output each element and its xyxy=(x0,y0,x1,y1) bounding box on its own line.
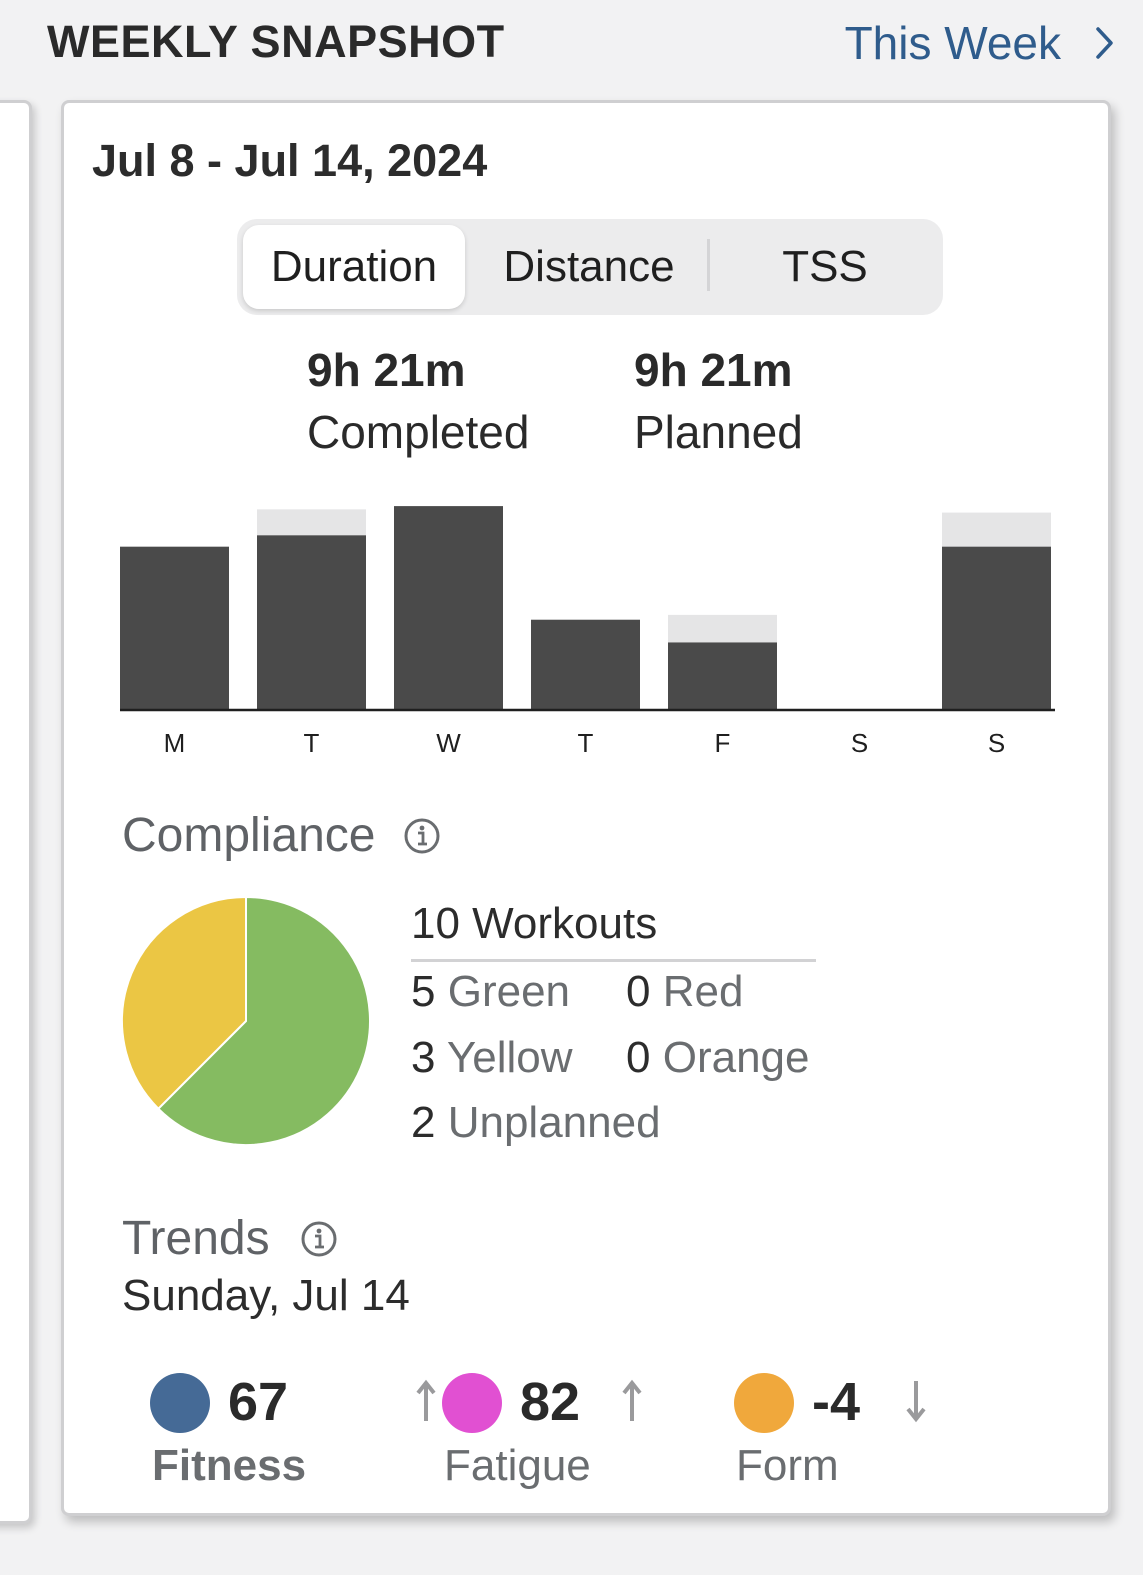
day-tick-label: S xyxy=(851,728,868,758)
arrow-up-icon xyxy=(416,1379,436,1421)
fitness-label: Fitness xyxy=(152,1441,307,1490)
workouts-total: 10 Workouts xyxy=(411,899,816,962)
chevron-right-icon xyxy=(1096,27,1113,59)
fatigue-dot xyxy=(442,1373,502,1433)
fitness-dot xyxy=(150,1373,210,1433)
fatigue-value: 82 xyxy=(520,1372,581,1432)
this-week-label: This Week xyxy=(844,17,1061,69)
completed-bar[interactable] xyxy=(257,535,366,709)
trend-date: Sunday, Jul 14 xyxy=(122,1271,410,1320)
previous-week-card[interactable] xyxy=(0,100,32,1524)
day-tick-label: M xyxy=(164,728,186,758)
arrow-down-icon xyxy=(906,1381,926,1423)
day-tick-label: T xyxy=(304,728,320,758)
completed-value: 9h 21m xyxy=(307,344,466,396)
metric-segmented-control: Duration Distance TSS xyxy=(237,219,943,315)
day-tick-label: W xyxy=(436,728,461,758)
red-count: 0 Red xyxy=(626,967,744,1016)
day-tick-label: F xyxy=(715,728,731,758)
planned-value: 9h 21m xyxy=(634,344,793,396)
arrow-up-icon xyxy=(622,1379,642,1421)
segment-duration[interactable]: Duration xyxy=(243,225,465,309)
segment-tss[interactable]: TSS xyxy=(782,242,868,291)
info-icon[interactable] xyxy=(403,817,441,855)
compliance-pie-chart xyxy=(121,895,371,1146)
completed-stat: 9h 21m Completed xyxy=(307,343,529,459)
header: WEEKLY SNAPSHOT This Week xyxy=(0,0,1143,90)
pie-slice-green xyxy=(156,895,371,1146)
this-week-link[interactable]: This Week xyxy=(845,16,1115,70)
unplanned-count: 2 Unplanned xyxy=(411,1098,661,1147)
form-dot xyxy=(734,1373,794,1433)
orange-count: 0 Orange xyxy=(626,1033,810,1082)
day-tick-label: T xyxy=(578,728,594,758)
completed-bar[interactable] xyxy=(942,546,1051,709)
fitness-value: 67 xyxy=(228,1372,289,1432)
yellow-count: 3 Yellow xyxy=(411,1033,573,1082)
planned-stat: 9h 21m Planned xyxy=(634,343,803,459)
segment-distance[interactable]: Distance xyxy=(503,242,675,291)
form-value: -4 xyxy=(812,1372,861,1432)
form-label: Form xyxy=(736,1441,839,1490)
compliance-heading: Compliance xyxy=(122,808,441,863)
info-icon[interactable] xyxy=(300,1220,338,1258)
completed-bar[interactable] xyxy=(531,619,640,709)
completed-bar[interactable] xyxy=(120,546,229,709)
fatigue-label: Fatigue xyxy=(444,1441,591,1490)
segment-divider xyxy=(707,239,710,291)
compliance-title: Compliance xyxy=(122,809,376,862)
planned-label: Planned xyxy=(634,406,803,458)
green-count: 5 Green xyxy=(411,967,571,1016)
date-range: Jul 8 - Jul 14, 2024 xyxy=(92,135,488,186)
day-tick-label: S xyxy=(988,728,1005,758)
weekly-snapshot-card: Jul 8 - Jul 14, 2024 Duration Distance T… xyxy=(61,100,1111,1516)
section-title: WEEKLY SNAPSHOT xyxy=(47,16,505,67)
completed-bar[interactable] xyxy=(394,506,503,709)
completed-label: Completed xyxy=(307,406,530,458)
pie-slice-yellow xyxy=(121,895,247,1111)
trends-title: Trends xyxy=(122,1212,270,1265)
trends-heading: Trends xyxy=(122,1211,338,1266)
completed-bar[interactable] xyxy=(668,642,777,709)
